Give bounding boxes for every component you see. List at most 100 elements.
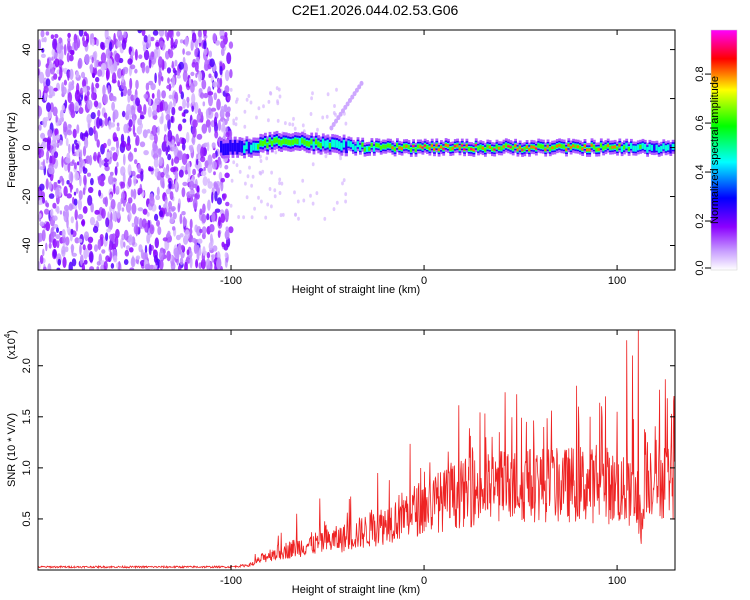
heatmap-cell — [368, 146, 371, 151]
heatmap-cell — [259, 171, 263, 176]
heatmap-cell — [294, 212, 297, 217]
heatmap-cell — [447, 144, 450, 148]
heatmap-cell — [102, 94, 109, 105]
heatmap-cell — [188, 180, 195, 191]
heatmap-cell — [143, 49, 150, 61]
heatmap-cell — [135, 225, 138, 237]
heatmap-cell — [270, 140, 274, 146]
heatmap-cell — [50, 34, 55, 39]
heatmap-cell — [38, 59, 41, 68]
heatmap-cell — [90, 202, 94, 213]
heatmap-cell — [208, 125, 212, 133]
heatmap-cell — [76, 161, 80, 166]
heatmap-cell — [47, 263, 52, 270]
heatmap-cell — [169, 216, 174, 224]
heatmap-cell — [465, 144, 469, 147]
heatmap-cell — [67, 40, 71, 53]
heatmap-cell — [54, 33, 59, 39]
heatmap-cell — [332, 111, 336, 115]
heatmap-cell — [73, 191, 77, 196]
heatmap-cell — [124, 249, 129, 257]
heatmap-cell — [112, 211, 116, 222]
heatmap-cell — [278, 191, 282, 195]
heatmap-cell — [127, 197, 133, 204]
heatmap-cell — [87, 172, 91, 177]
heatmap-cell — [149, 224, 155, 235]
heatmap-cell — [168, 30, 173, 38]
heatmap-cell — [78, 107, 84, 114]
heatmap-cell — [82, 86, 88, 93]
heatmap-cell — [86, 248, 90, 257]
heatmap-cell — [168, 180, 172, 189]
heatmap-cell — [127, 152, 134, 162]
heatmap-cell — [240, 141, 244, 153]
heatmap-cell — [650, 144, 654, 151]
heatmap-cell — [352, 91, 357, 97]
heatmap-cell — [133, 147, 137, 153]
heatmap-cell — [232, 118, 236, 123]
heatmap-cell — [361, 142, 365, 147]
heatmap-cell — [265, 156, 269, 161]
heatmap-cell — [152, 110, 158, 116]
heatmap-cell — [212, 245, 218, 252]
heatmap-cell — [175, 133, 179, 144]
heatmap-cell — [235, 163, 239, 168]
heatmap-cell — [94, 209, 100, 215]
heatmap-cell — [135, 79, 139, 90]
heatmap-cell — [73, 162, 77, 170]
heatmap-cell — [176, 31, 181, 37]
heatmap-cell — [648, 143, 652, 150]
heatmap-cell — [160, 171, 165, 178]
heatmap-cell — [158, 30, 165, 37]
heatmap-cell — [161, 112, 164, 124]
heatmap-cell — [159, 101, 164, 112]
heatmap-cell — [45, 31, 50, 36]
heatmap-cell — [215, 40, 221, 46]
heatmap-cell — [79, 132, 84, 140]
heatmap-cell — [108, 175, 114, 185]
heatmap-cell — [302, 198, 306, 203]
heatmap-cell — [224, 252, 228, 259]
heatmap-cell — [639, 144, 642, 149]
heatmap-cell — [75, 143, 80, 150]
heatmap-cell — [528, 148, 531, 151]
heatmap-cell — [139, 141, 146, 148]
heatmap-cell — [134, 68, 138, 74]
heatmap-cell — [222, 193, 226, 201]
heatmap-cell — [185, 131, 190, 143]
heatmap-cell — [68, 203, 74, 211]
heatmap-cell — [233, 139, 237, 152]
heatmap-cell — [83, 231, 90, 241]
heatmap-cell — [284, 138, 288, 145]
heatmap-cell — [67, 37, 71, 43]
heatmap-cell — [83, 259, 88, 265]
heatmap-cell — [393, 147, 397, 152]
heatmap-cell — [208, 242, 213, 251]
heatmap-cell — [117, 201, 122, 212]
heatmap-cell — [198, 88, 203, 94]
y-tick-label: -40 — [21, 238, 33, 254]
heatmap-cell — [389, 143, 392, 148]
heatmap-cell — [163, 123, 168, 132]
heatmap-cell — [488, 145, 492, 149]
heatmap-cell — [59, 67, 63, 79]
heatmap-cell — [328, 143, 332, 149]
heatmap-cell — [197, 36, 203, 44]
heatmap-cell — [81, 262, 85, 270]
heatmap-cell — [653, 143, 656, 153]
heatmap-cell — [236, 142, 239, 155]
heatmap-cell — [166, 250, 171, 262]
heatmap-cell — [116, 40, 122, 48]
heatmap-cell — [171, 76, 176, 88]
heatmap-cell — [255, 115, 258, 120]
heatmap-cell — [611, 146, 615, 149]
heatmap-cell — [384, 144, 388, 149]
heatmap-cell — [245, 195, 249, 200]
heatmap-cell — [143, 150, 149, 156]
heatmap-cell — [92, 72, 96, 79]
heatmap-cell — [120, 181, 126, 189]
heatmap-cell — [297, 216, 300, 221]
heatmap-cell — [71, 143, 75, 154]
heatmap-cell — [181, 187, 186, 198]
heatmap-cell — [96, 261, 101, 266]
